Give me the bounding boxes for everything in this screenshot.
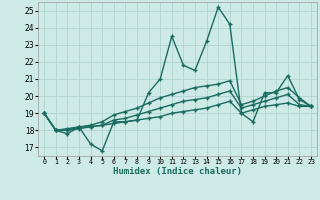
- X-axis label: Humidex (Indice chaleur): Humidex (Indice chaleur): [113, 167, 242, 176]
